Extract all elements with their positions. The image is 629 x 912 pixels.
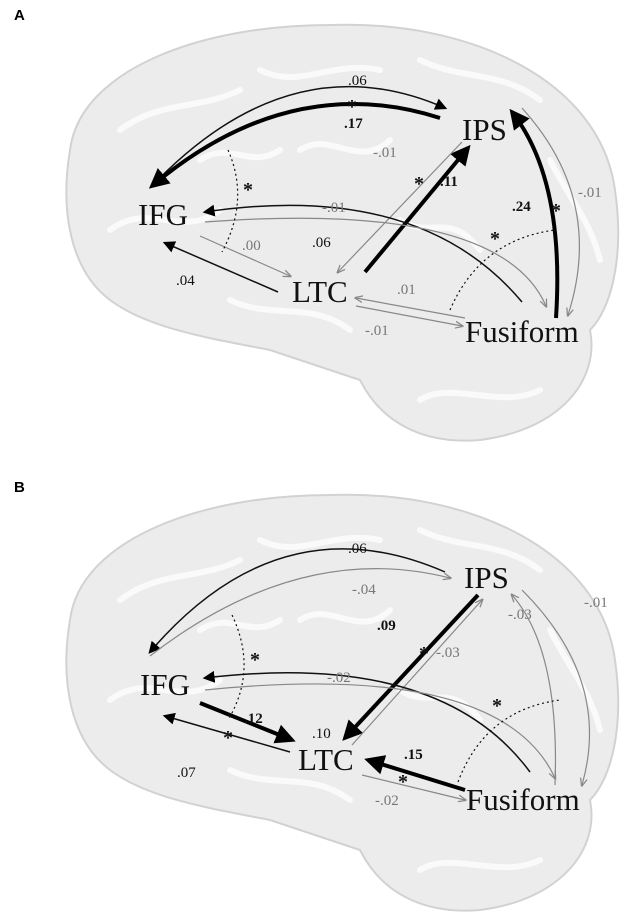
coef: .15 (404, 747, 423, 763)
coef: .24 (512, 199, 531, 215)
star: * (398, 771, 408, 793)
coef: .01 (397, 282, 416, 298)
coef: -.04 (352, 582, 376, 598)
coef: -.02 (375, 793, 399, 809)
coef: .06 (348, 541, 367, 557)
star: * (492, 695, 502, 717)
node: IPS (464, 560, 509, 595)
panel-b: IPS IFG LTC Fusiform .06 -.04 * .09 * -.… (66, 495, 618, 911)
coef: -.01 (373, 145, 397, 161)
coef: -.01 (584, 595, 608, 611)
star: * (243, 179, 253, 201)
node: Fusiform (466, 782, 580, 817)
coef: .09 (377, 618, 396, 634)
node: Fusiform (465, 314, 579, 349)
coef: -.02 (327, 670, 351, 686)
coef: .12 (244, 711, 263, 727)
panel-label: B (14, 479, 25, 496)
node: LTC (298, 742, 354, 777)
star: * (347, 96, 357, 118)
coef: -.01 (578, 185, 602, 201)
star: * (250, 649, 260, 671)
node: IFG (138, 197, 188, 232)
coef: -.03 (508, 607, 532, 623)
node: IFG (140, 667, 190, 702)
coef: -.03 (436, 645, 460, 661)
coef: .10 (312, 726, 331, 742)
coef: -.01 (365, 323, 389, 339)
panel-label: A (14, 7, 25, 24)
node: IPS (462, 112, 507, 147)
star: * (223, 727, 233, 749)
coef: .11 (440, 174, 458, 190)
coef: .07 (177, 765, 196, 781)
star: * (551, 200, 561, 222)
star: * (419, 643, 429, 665)
star: * (414, 173, 424, 195)
coef: .17 (344, 116, 363, 132)
star: * (490, 228, 500, 250)
coef: .00 (242, 238, 261, 254)
coef: -.01 (322, 200, 346, 216)
brain (66, 495, 618, 911)
panel-a: IPS IFG LTC Fusiform .06 * .17 -.01 * .1… (66, 25, 618, 441)
figure: A IPS IFG LTC Fusiform .06 * .17 -.01 * … (0, 0, 629, 912)
coef: .06 (312, 235, 331, 251)
coef: .06 (348, 73, 367, 89)
node: LTC (292, 274, 348, 309)
coef: .04 (176, 273, 195, 289)
